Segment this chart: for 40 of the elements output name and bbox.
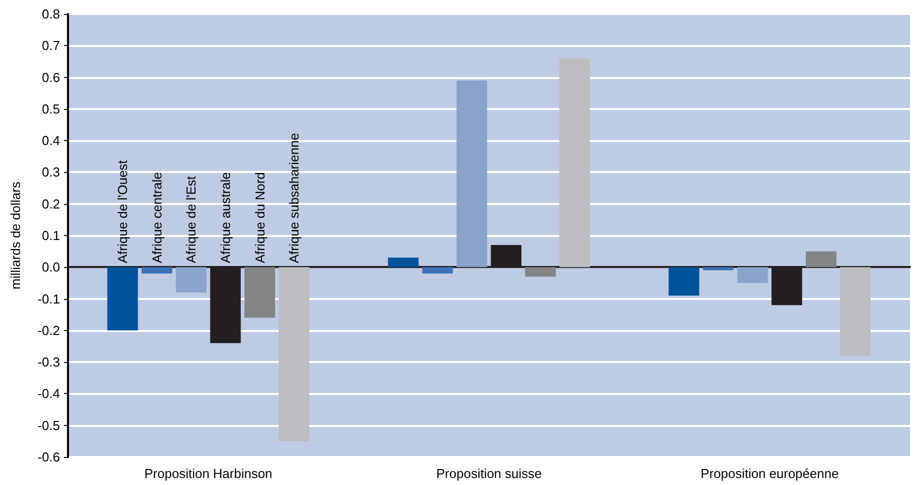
y-tick-label: 0.8 <box>42 6 60 22</box>
text: Afrique subsaharienne <box>286 133 302 264</box>
y-tick-label: -0.1 <box>38 291 60 306</box>
y-tick-label: -0.3 <box>38 354 60 370</box>
x-tick-label: Proposition européenne <box>700 466 839 481</box>
y-tick-label: -0.6 <box>38 450 60 464</box>
y-tick-label: 0.2 <box>42 196 60 212</box>
y-tick-label: 0.4 <box>42 133 60 148</box>
y-tick-label: -0.2 <box>38 322 60 338</box>
y-tick-label: -0.4 <box>38 386 60 402</box>
bar <box>388 258 419 268</box>
y-tick-label: 0.3 <box>42 164 60 180</box>
text: Afrique du Nord <box>252 172 268 264</box>
text: Afrique centrale <box>149 172 164 264</box>
y-tick-label: 0.5 <box>42 101 60 116</box>
bar <box>702 267 734 270</box>
bar <box>668 267 700 296</box>
x-tick-label: Proposition suisse <box>436 466 542 481</box>
y-tick-label: 0.7 <box>42 38 60 54</box>
bar <box>456 80 488 268</box>
y-axis-title: milliards de dollars <box>8 181 23 290</box>
text: Afrique australe <box>218 172 233 264</box>
x-tick-label: Proposition Harbinson <box>144 466 272 481</box>
bar <box>278 267 310 442</box>
y-tick-label: 0.6 <box>42 70 60 85</box>
bar <box>422 267 453 274</box>
y-tick-label: 0.0 <box>42 260 60 275</box>
bar <box>525 267 556 277</box>
bar <box>107 267 138 330</box>
text: Afrique de l'Est <box>184 176 199 264</box>
bar <box>806 251 836 268</box>
y-tick-label: -0.5 <box>38 418 60 433</box>
y-tick-label: 0.1 <box>42 228 60 243</box>
bar <box>737 267 768 283</box>
bar <box>840 267 871 356</box>
bar <box>176 267 206 292</box>
text: Afrique de l'Ouest <box>115 160 130 264</box>
bar <box>244 267 276 318</box>
bar <box>142 267 172 274</box>
bar <box>559 58 590 268</box>
